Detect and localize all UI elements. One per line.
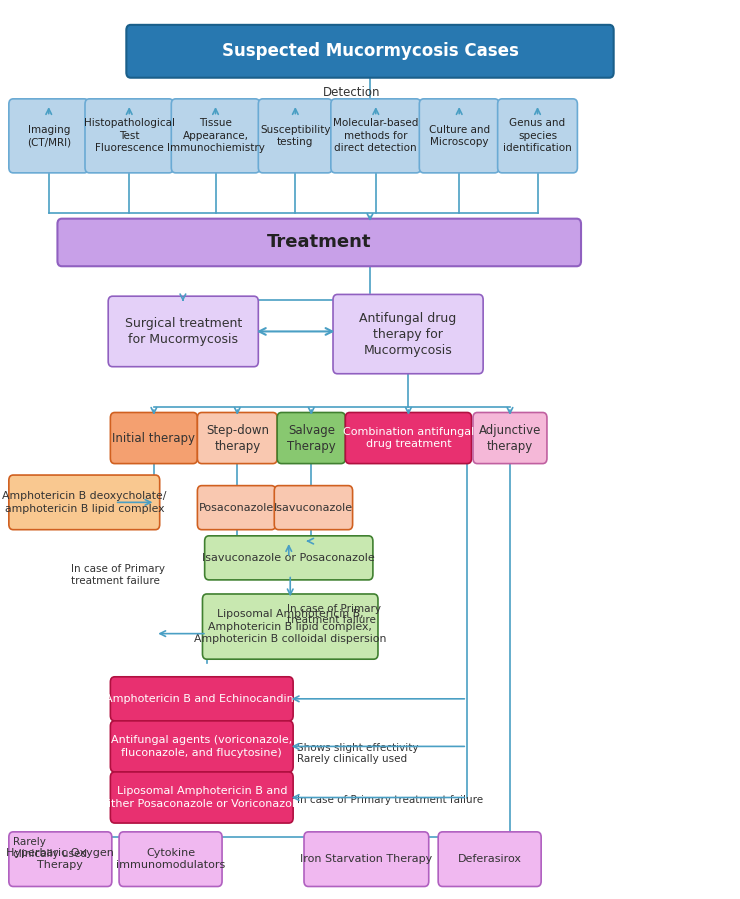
Text: Antifungal agents (voriconazole,
fluconazole, and flucytosine): Antifungal agents (voriconazole, flucona… [111, 735, 292, 758]
Text: Molecular-based
methods for
direct detection: Molecular-based methods for direct detec… [333, 119, 419, 153]
Text: Culture and
Microscopy: Culture and Microscopy [428, 125, 490, 147]
FancyBboxPatch shape [127, 25, 613, 77]
FancyBboxPatch shape [198, 413, 278, 464]
Text: Imaging
(CT/MRI): Imaging (CT/MRI) [27, 125, 71, 147]
Text: Isavuconazole: Isavuconazole [274, 503, 353, 512]
Text: Deferasirox: Deferasirox [457, 854, 522, 864]
FancyBboxPatch shape [110, 413, 198, 464]
FancyBboxPatch shape [58, 218, 581, 266]
FancyBboxPatch shape [9, 475, 160, 530]
Text: Amphotericin B and Echinocandins: Amphotericin B and Echinocandins [104, 694, 299, 704]
Text: Tissue
Appearance,
Immunochiemistry: Tissue Appearance, Immunochiemistry [166, 119, 264, 153]
FancyBboxPatch shape [205, 536, 373, 580]
Text: Genus and
species
identification: Genus and species identification [503, 119, 572, 153]
Text: In case of Primary treatment failure: In case of Primary treatment failure [297, 795, 484, 805]
Text: Suspected Mucormycosis Cases: Suspected Mucormycosis Cases [221, 42, 519, 60]
FancyBboxPatch shape [110, 721, 293, 772]
FancyBboxPatch shape [171, 99, 260, 173]
FancyBboxPatch shape [438, 832, 541, 886]
Text: Rarely
clinically used: Rarely clinically used [13, 837, 87, 859]
Text: Liposomal Amphotericin B,
Amphotericin B lipid complex,
Amphotericin B colloidal: Liposomal Amphotericin B, Amphotericin B… [194, 610, 386, 644]
FancyBboxPatch shape [333, 295, 483, 374]
Text: Isavuconazole or Posaconazole: Isavuconazole or Posaconazole [203, 553, 375, 563]
Text: Salvage
Therapy: Salvage Therapy [287, 423, 336, 452]
Text: Shows slight effectivity
Rarely clinically used: Shows slight effectivity Rarely clinical… [297, 743, 419, 764]
Text: Posaconazole: Posaconazole [199, 503, 275, 512]
FancyBboxPatch shape [198, 485, 276, 530]
FancyBboxPatch shape [108, 296, 258, 367]
FancyBboxPatch shape [258, 99, 332, 173]
FancyBboxPatch shape [110, 772, 293, 823]
FancyBboxPatch shape [420, 99, 499, 173]
FancyBboxPatch shape [278, 413, 346, 464]
Text: Susceptibility
testing: Susceptibility testing [260, 125, 331, 147]
Text: Step-down
therapy: Step-down therapy [206, 423, 269, 452]
Text: Iron Starvation Therapy: Iron Starvation Therapy [300, 854, 432, 864]
FancyBboxPatch shape [346, 413, 471, 464]
Text: Amphotericin B deoxycholate/
amphotericin B lipid complex: Amphotericin B deoxycholate/ amphoterici… [2, 491, 166, 513]
FancyBboxPatch shape [473, 413, 547, 464]
FancyBboxPatch shape [85, 99, 173, 173]
Text: Surgical treatment
for Mucormycosis: Surgical treatment for Mucormycosis [124, 317, 242, 346]
FancyBboxPatch shape [275, 485, 352, 530]
Text: Cytokine
immunomodulators: Cytokine immunomodulators [116, 848, 225, 870]
FancyBboxPatch shape [304, 832, 428, 886]
Text: Antifungal drug
therapy for
Mucormycosis: Antifungal drug therapy for Mucormycosis [360, 312, 457, 357]
FancyBboxPatch shape [9, 99, 89, 173]
FancyBboxPatch shape [497, 99, 577, 173]
Text: Histopathological
Test
Fluorescence: Histopathological Test Fluorescence [84, 119, 175, 153]
FancyBboxPatch shape [119, 832, 222, 886]
FancyBboxPatch shape [110, 677, 293, 721]
Text: Initial therapy: Initial therapy [112, 432, 195, 444]
Text: Treatment: Treatment [267, 234, 371, 252]
Text: In case of Primary
treatment failure: In case of Primary treatment failure [71, 564, 165, 585]
Text: Adjunctive
therapy: Adjunctive therapy [479, 423, 541, 452]
FancyBboxPatch shape [203, 594, 378, 659]
Text: Combination antifungal
drug treatment: Combination antifungal drug treatment [343, 427, 474, 450]
FancyBboxPatch shape [331, 99, 421, 173]
Text: Liposomal Amphotericin B and
either Posaconazole or Voriconazole: Liposomal Amphotericin B and either Posa… [101, 787, 302, 809]
FancyBboxPatch shape [9, 832, 112, 886]
Text: Detection: Detection [323, 85, 380, 99]
Text: Hyperbaric Oxygen
Therapy: Hyperbaric Oxygen Therapy [7, 848, 114, 870]
Text: In case of Primary
treatment failure: In case of Primary treatment failure [286, 604, 380, 626]
